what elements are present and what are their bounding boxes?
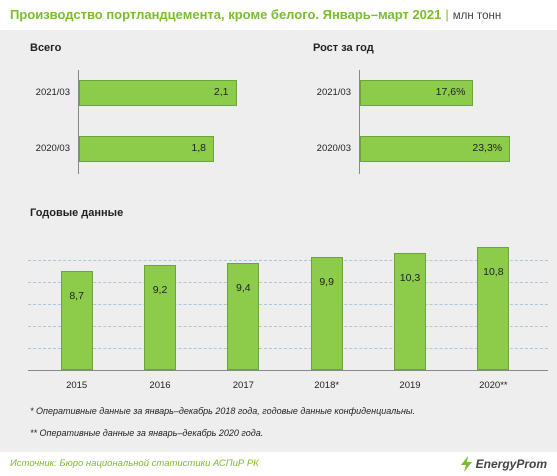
annual-x-axis — [28, 370, 548, 371]
gridline — [28, 304, 548, 305]
logo-text: EnergyProm — [475, 457, 547, 471]
annual-tick-label: 2020** — [479, 380, 508, 391]
total-category-label: 2021/03 — [35, 87, 70, 98]
annual-bar — [144, 265, 176, 370]
growth-bar — [360, 80, 474, 106]
section-growth-label: Рост за год — [313, 42, 374, 54]
gridline — [28, 282, 548, 283]
annual-bar — [310, 257, 343, 370]
section-annual-label: Годовые данные — [30, 207, 124, 219]
gridline — [28, 348, 548, 349]
title-separator: | — [445, 7, 449, 22]
total-value-label: 2,1 — [213, 86, 229, 98]
source-text: Источник: Бюро национальной статистики А… — [10, 458, 259, 469]
annual-bar — [477, 247, 510, 370]
annual-value-label: 9,4 — [236, 282, 251, 295]
annual-tick-label: 2018* — [314, 380, 340, 391]
annual-value-label: 10,3 — [399, 271, 421, 284]
annual-bar — [227, 263, 260, 370]
growth-category-label: 2021/03 — [316, 87, 351, 98]
lightning-bolt-icon — [460, 456, 472, 472]
annual-value-label: 9,9 — [319, 276, 334, 289]
growth-category-label: 2020/03 — [316, 143, 351, 154]
footnote-2018: * Оперативные данные за январь–декабрь 2… — [30, 406, 416, 416]
total-axis-line — [78, 70, 79, 174]
total-value-label: 1,8 — [191, 142, 206, 154]
total-bar — [79, 136, 214, 162]
total-category-label: 2020/03 — [35, 143, 70, 154]
footer: Источник: Бюро национальной статистики А… — [0, 452, 557, 476]
logo: EnergyProm — [458, 455, 547, 473]
page-title: Производство портландцемента, кроме бело… — [10, 7, 501, 22]
annual-tick-label: 2017 — [232, 380, 254, 391]
annual-value-label: 10,8 — [483, 266, 504, 279]
growth-value-label: 23,3% — [472, 142, 503, 154]
annual-value-label: 8,7 — [69, 290, 84, 302]
annual-tick-label: 2019 — [399, 380, 421, 391]
unit-label: млн тонн — [452, 10, 502, 22]
annual-tick-label: 2016 — [149, 380, 171, 391]
gridline — [28, 326, 548, 327]
title-bar: Производство портландцемента, кроме бело… — [0, 0, 557, 30]
annual-tick-label: 2015 — [66, 380, 88, 391]
growth-bar — [360, 136, 511, 162]
title-text: Производство портландцемента, кроме бело… — [10, 7, 442, 22]
footnote-2020: ** Оперативные данные за январь–декабрь … — [30, 428, 264, 438]
total-bar — [79, 80, 237, 106]
growth-value-label: 17,6% — [435, 86, 466, 98]
annual-bar — [394, 252, 426, 370]
gridline — [28, 260, 548, 261]
section-total-label: Всего — [30, 42, 62, 54]
annual-bar — [60, 271, 93, 370]
annual-value-label: 9,2 — [152, 284, 168, 297]
growth-axis-line — [359, 70, 360, 174]
